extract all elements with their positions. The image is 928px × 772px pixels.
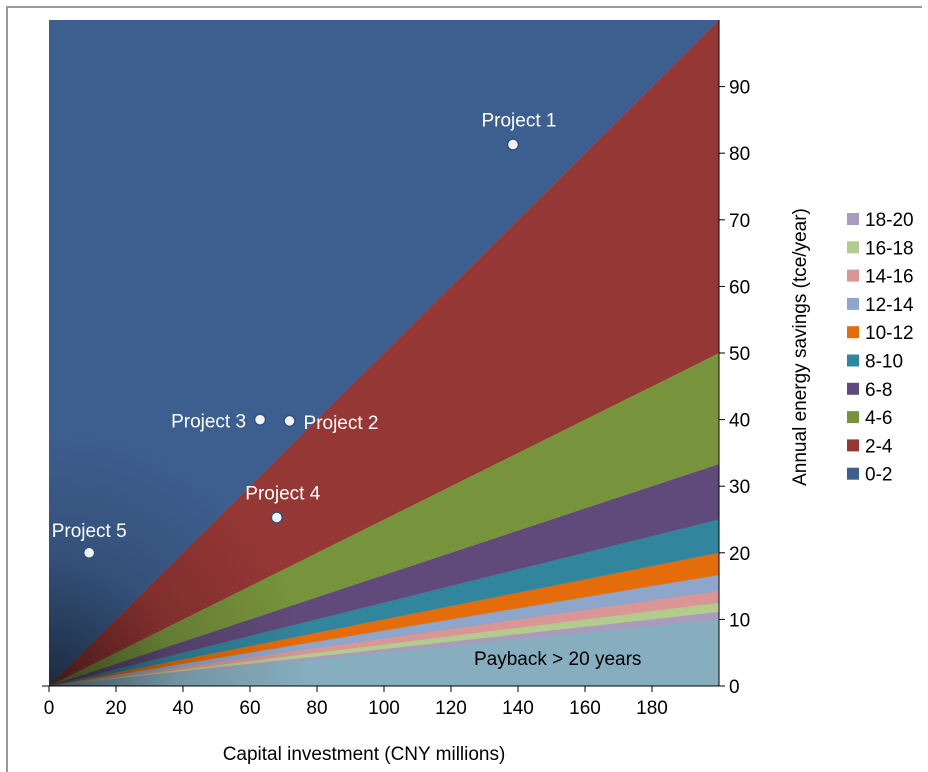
y-tick-label: 90 xyxy=(729,78,750,99)
legend: 18-20 16-18 14-16 12-14 10-12 8-10 6-8 4-6 2-4 0-… xyxy=(847,210,914,486)
chart-frame xyxy=(6,6,922,772)
legend-swatch xyxy=(847,467,859,480)
legend-swatch xyxy=(847,354,859,367)
legend-label: 12-14 xyxy=(865,295,914,316)
x-tick-label: 120 xyxy=(435,698,467,719)
x-tick-label: 20 xyxy=(105,698,126,719)
legend-swatch xyxy=(847,326,859,339)
y-axis-ticks: 0 10 20 30 40 50 60 70 80 90 xyxy=(719,78,750,698)
legend-swatch xyxy=(847,213,859,225)
legend-label: 8-10 xyxy=(865,352,903,373)
legend-swatch xyxy=(847,411,859,424)
y-tick-label: 0 xyxy=(729,677,740,698)
project-points: Project 1 Project 2 Project 3 Project 4 Proj… xyxy=(52,111,556,560)
y-tick-label: 80 xyxy=(729,144,750,165)
project-1-label: Project 1 xyxy=(481,111,556,132)
x-axis-title: Capital investment (CNY millions) xyxy=(223,744,506,765)
x-tick-label: 40 xyxy=(172,698,193,719)
project-4-label: Project 4 xyxy=(245,484,320,505)
legend-label: 2-4 xyxy=(865,436,893,457)
plot-area xyxy=(49,20,719,686)
y-tick-label: 20 xyxy=(729,544,750,565)
legend-label: 4-6 xyxy=(865,408,892,429)
legend-label: 6-8 xyxy=(865,380,892,401)
project-2-marker xyxy=(283,414,296,428)
legend-swatch xyxy=(847,297,859,310)
x-tick-label: 60 xyxy=(239,698,260,719)
project-3-label: Project 3 xyxy=(171,412,246,433)
legend-swatch xyxy=(847,241,859,254)
payback-note: Payback > 20 years xyxy=(474,649,641,670)
x-tick-label: 160 xyxy=(569,698,601,719)
legend-label: 10-12 xyxy=(865,323,914,344)
legend-swatch xyxy=(847,382,859,395)
project-5-label: Project 5 xyxy=(52,521,127,542)
y-tick-label: 10 xyxy=(729,610,750,631)
legend-swatch xyxy=(847,269,859,282)
project-5-marker xyxy=(82,546,96,560)
x-tick-label: 0 xyxy=(44,698,55,719)
project-4-marker xyxy=(270,511,284,524)
project-3-marker xyxy=(253,413,267,426)
x-axis-ticks: 0 20 40 60 80 100 120 140 160 180 xyxy=(44,686,668,719)
x-tick-label: 140 xyxy=(502,698,534,719)
legend-label: 16-18 xyxy=(865,238,914,259)
x-tick-label: 100 xyxy=(368,698,400,719)
x-tick-label: 80 xyxy=(306,698,327,719)
y-tick-label: 70 xyxy=(729,211,750,232)
legend-label: 18-20 xyxy=(865,210,914,231)
legend-label: 14-16 xyxy=(865,267,914,288)
y-tick-label: 60 xyxy=(729,277,750,298)
y-tick-label: 40 xyxy=(729,411,750,432)
x-tick-label: 180 xyxy=(636,698,668,719)
legend-swatch xyxy=(847,439,859,452)
legend-label: 0-2 xyxy=(865,465,892,486)
project-2-label: Project 2 xyxy=(304,413,379,434)
y-tick-label: 50 xyxy=(729,344,750,365)
origin-shading xyxy=(49,20,719,686)
y-tick-label: 30 xyxy=(729,477,750,498)
y-axis-title: Annual energy savings (tce/year) xyxy=(790,208,811,486)
project-1-marker xyxy=(506,138,520,151)
